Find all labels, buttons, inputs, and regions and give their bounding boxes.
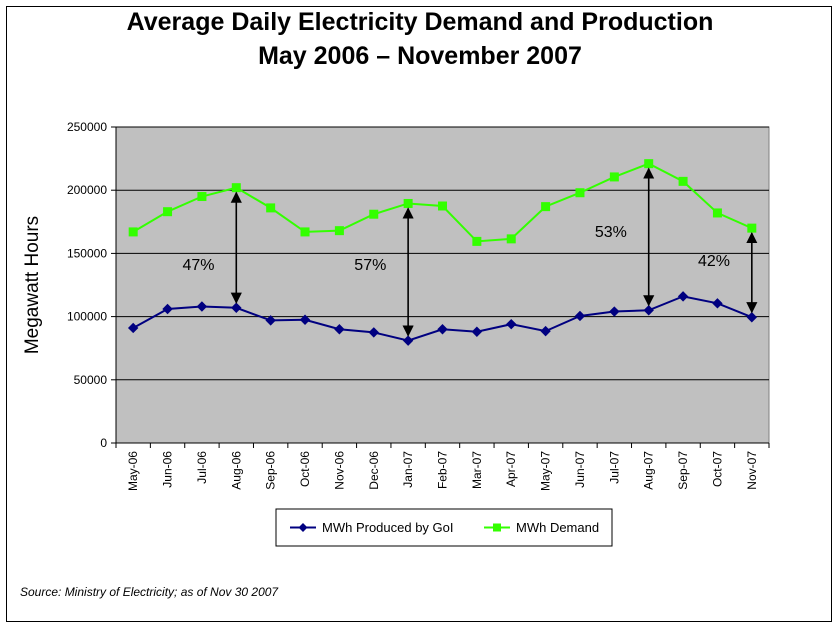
data-point-produced (334, 324, 345, 335)
x-tick-label: Nov-06 (332, 451, 346, 490)
data-point-demand (334, 226, 344, 236)
gap-percent-label: 47% (182, 257, 214, 274)
data-point-demand (197, 192, 207, 202)
data-point-produced (127, 322, 139, 334)
data-point-produced (471, 326, 483, 337)
data-point-produced (299, 314, 311, 325)
data-point-demand (541, 202, 551, 212)
data-point-demand (266, 203, 276, 213)
y-axis-label: Megawatt Hours (22, 216, 43, 354)
data-point-produced (196, 301, 208, 312)
y-tick-label: 100000 (67, 310, 107, 324)
data-point-demand (438, 201, 447, 211)
data-point-produced (746, 312, 758, 323)
gap-percent-label: 53% (595, 224, 627, 241)
data-point-produced (609, 306, 620, 317)
x-tick-label: Aug-07 (642, 451, 656, 490)
legend-marker-produced (298, 523, 308, 532)
data-point-demand (128, 227, 138, 237)
x-tick-label: Jan-07 (401, 451, 415, 488)
gap-percent-label: 42% (698, 253, 730, 270)
x-tick-label: May-06 (126, 451, 140, 491)
data-point-demand (712, 208, 722, 218)
x-tick-label: Mar-07 (470, 451, 484, 489)
data-point-demand (472, 236, 482, 246)
data-point-demand (609, 172, 619, 182)
data-point-demand (403, 198, 413, 208)
gap-percent-label: 57% (354, 257, 386, 274)
data-point-produced (677, 291, 689, 302)
data-point-produced (402, 335, 414, 346)
x-tick-label: Feb-07 (436, 451, 450, 489)
chart-frame (6, 6, 832, 622)
data-point-demand (369, 209, 379, 219)
data-point-produced (265, 315, 276, 326)
x-tick-label: Oct-07 (710, 451, 724, 487)
data-point-produced (712, 298, 723, 309)
data-point-produced (231, 302, 242, 313)
x-tick-label: Apr-07 (504, 451, 518, 487)
legend-label: MWh Produced by GoI (322, 520, 454, 535)
x-tick-label: May-07 (539, 451, 553, 491)
data-point-demand (575, 188, 585, 198)
data-point-produced (574, 310, 586, 322)
data-point-demand (163, 207, 173, 217)
source-note: Source: Ministry of Electricity; as of N… (20, 585, 279, 599)
x-tick-label: Jun-06 (161, 451, 175, 488)
data-point-demand (747, 223, 757, 233)
x-tick-label: Sep-07 (676, 451, 690, 490)
y-tick-label: 250000 (67, 120, 107, 134)
x-tick-label: Nov-07 (745, 451, 759, 490)
legend-label: MWh Demand (516, 520, 599, 535)
y-tick-label: 50000 (74, 373, 108, 387)
x-tick-label: Jul-07 (607, 451, 621, 484)
data-point-demand (506, 234, 516, 244)
x-tick-label: Jul-06 (195, 451, 209, 484)
data-point-demand (300, 227, 310, 237)
data-point-produced (437, 324, 448, 335)
data-point-demand (231, 183, 241, 193)
chart-subtitle: May 2006 – November 2007 (258, 42, 582, 70)
chart-title: Average Daily Electricity Demand and Pro… (126, 8, 714, 36)
x-tick-label: Aug-06 (229, 451, 243, 490)
legend-marker-demand (493, 523, 501, 532)
data-point-produced (368, 327, 379, 338)
y-tick-label: 200000 (67, 183, 107, 197)
x-tick-label: Jun-07 (573, 451, 587, 488)
data-point-produced (540, 325, 551, 337)
y-tick-label: 150000 (67, 246, 107, 260)
x-tick-label: Dec-06 (367, 451, 381, 490)
y-tick-label: 0 (100, 436, 107, 450)
data-point-produced (162, 303, 173, 315)
legend (275, 508, 613, 547)
data-point-produced (643, 305, 654, 316)
data-point-demand (678, 176, 688, 186)
x-tick-label: Sep-06 (264, 451, 278, 490)
data-point-produced (506, 318, 517, 330)
data-point-demand (644, 159, 654, 169)
x-tick-label: Oct-06 (298, 451, 312, 487)
